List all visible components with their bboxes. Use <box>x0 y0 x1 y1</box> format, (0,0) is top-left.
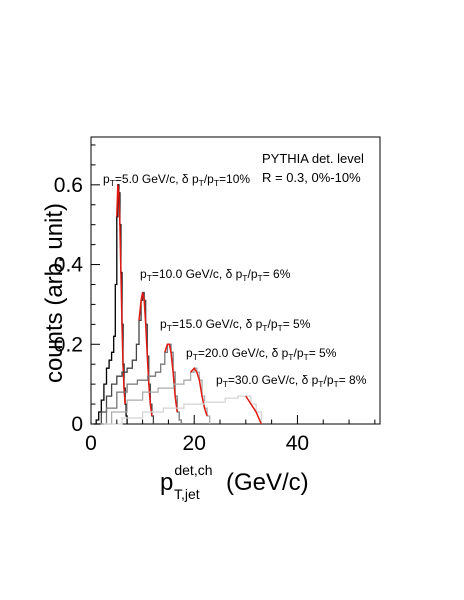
y-axis-title: counts (arb. unit) <box>41 203 68 383</box>
series-layer <box>94 185 262 424</box>
series-peak-fit-1 <box>117 185 125 404</box>
x-tick-label: 20 <box>183 432 206 455</box>
x-tick-label: 40 <box>286 432 309 455</box>
info-line-1: PYTHIA det. level <box>262 151 364 166</box>
info-line-2: R = 0.3, 0%-10% <box>262 170 361 185</box>
x-tick-label: 0 <box>85 432 97 455</box>
x-axis-title-main: p <box>160 469 173 496</box>
x-axis-title: pdet,ch T,jet (GeV/c) <box>160 462 309 502</box>
series-annotation-2: pT=10.0 GeV/c, δ pT/pT= 6% <box>140 267 291 283</box>
y-tick-label: 0.6 <box>54 174 83 197</box>
y-tick-label: 0 <box>71 413 83 436</box>
series-peak-fit-5 <box>246 396 261 424</box>
x-axis-title-sup: det,ch <box>174 462 212 478</box>
annotations-layer: pT=5.0 GeV/c, δ pT/pT=10% pT=10.0 GeV/c, … <box>103 172 367 389</box>
series-annotation-1: pT=5.0 GeV/c, δ pT/pT=10% <box>103 172 250 188</box>
series-annotation-4: pT=20.0 GeV/c, δ pT/pT= 5% <box>186 346 337 362</box>
x-axis-title-unit: (GeV/c) <box>226 469 309 496</box>
series-annotation-3: pT=15.0 GeV/c, δ pT/pT= 5% <box>160 317 311 333</box>
x-axis-title-sub: T,jet <box>174 486 200 502</box>
series-annotation-5: pT=30.0 GeV/c, δ pT/pT= 8% <box>216 373 367 389</box>
